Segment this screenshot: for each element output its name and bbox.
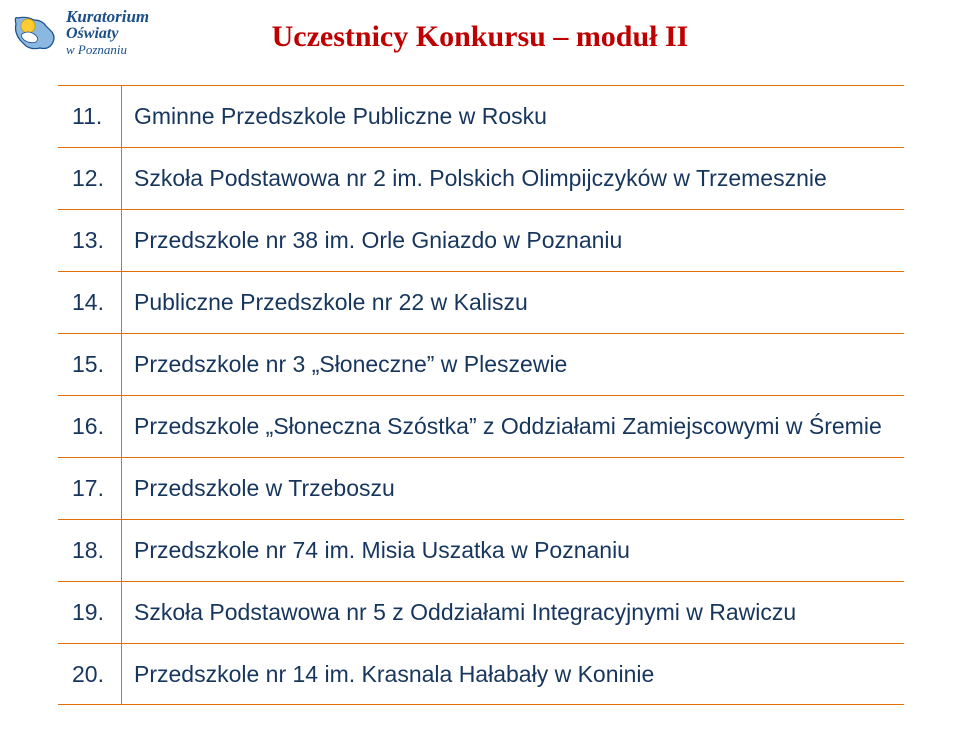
row-text: Przedszkole nr 74 im. Misia Uszatka w Po… (122, 537, 904, 563)
table-row: 15.Przedszkole nr 3 „Słoneczne” w Plesze… (58, 333, 904, 395)
row-text: Przedszkole „Słoneczna Szóstka” z Oddzia… (122, 413, 904, 439)
row-text: Szkoła Podstawowa nr 2 im. Polskich Olim… (122, 165, 904, 191)
table-row: 20.Przedszkole nr 14 im. Krasnala Hałaba… (58, 643, 904, 705)
table-row: 18.Przedszkole nr 74 im. Misia Uszatka w… (58, 519, 904, 581)
row-text: Gminne Przedszkole Publiczne w Rosku (122, 103, 904, 129)
row-number: 14. (58, 272, 122, 333)
table-row: 19.Szkoła Podstawowa nr 5 z Oddziałami I… (58, 581, 904, 643)
row-number: 11. (58, 86, 122, 147)
row-number: 16. (58, 396, 122, 457)
row-text: Przedszkole w Trzeboszu (122, 475, 904, 501)
table-row: 13.Przedszkole nr 38 im. Orle Gniazdo w … (58, 209, 904, 271)
row-text: Szkoła Podstawowa nr 5 z Oddziałami Inte… (122, 599, 904, 625)
row-number: 20. (58, 644, 122, 704)
row-number: 12. (58, 148, 122, 209)
row-number: 13. (58, 210, 122, 271)
row-text: Przedszkole nr 3 „Słoneczne” w Pleszewie (122, 351, 904, 377)
table-row: 12.Szkoła Podstawowa nr 2 im. Polskich O… (58, 147, 904, 209)
table-row: 14.Publiczne Przedszkole nr 22 w Kaliszu (58, 271, 904, 333)
participants-table: 11.Gminne Przedszkole Publiczne w Rosku1… (58, 85, 904, 705)
row-number: 19. (58, 582, 122, 643)
row-number: 17. (58, 458, 122, 519)
table-row: 16.Przedszkole „Słoneczna Szóstka” z Odd… (58, 395, 904, 457)
page-title: Uczestnicy Konkursu – moduł II (0, 20, 960, 54)
row-number: 15. (58, 334, 122, 395)
row-text: Przedszkole nr 14 im. Krasnala Hałabały … (122, 661, 904, 687)
row-text: Publiczne Przedszkole nr 22 w Kaliszu (122, 289, 904, 315)
row-number: 18. (58, 520, 122, 581)
row-text: Przedszkole nr 38 im. Orle Gniazdo w Poz… (122, 227, 904, 253)
table-row: 17.Przedszkole w Trzeboszu (58, 457, 904, 519)
table-row: 11.Gminne Przedszkole Publiczne w Rosku (58, 85, 904, 147)
